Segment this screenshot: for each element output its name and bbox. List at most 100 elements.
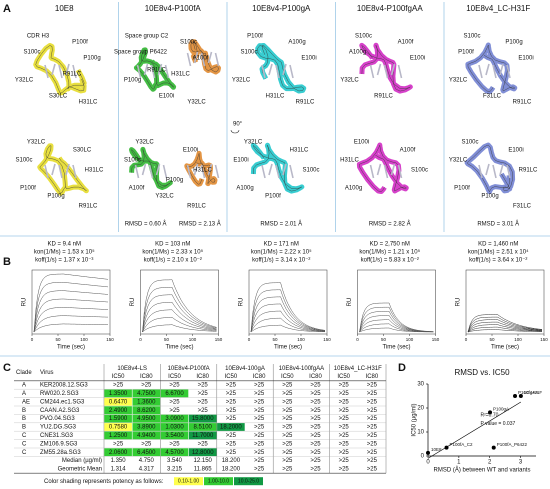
residue-label: S100c xyxy=(463,34,480,40)
x-tick-label: 0 xyxy=(139,337,142,342)
cell-shade xyxy=(132,448,161,457)
cell: >25 xyxy=(367,399,378,405)
cell: >25 xyxy=(367,391,378,397)
side-chain xyxy=(186,164,192,179)
column-title: 10E8 xyxy=(55,4,74,13)
rmsd-label: RMSD = 3.01 Å xyxy=(477,221,519,228)
cell: >25 xyxy=(169,383,180,389)
cell: CAAN.A2.SG3 xyxy=(40,408,80,414)
cell: 4.750 xyxy=(139,458,155,464)
cell-shade xyxy=(160,448,189,457)
side-chain xyxy=(492,64,497,79)
legend-swatch xyxy=(174,477,203,486)
sensorgram-curve xyxy=(250,303,326,333)
residue-label: P100g xyxy=(166,178,183,184)
cell-shade xyxy=(160,389,189,398)
side-chain xyxy=(268,163,273,176)
cell: C xyxy=(22,441,27,447)
cell: ZM55.28a.SG3 xyxy=(40,450,81,456)
cell: 4.9500 xyxy=(137,416,156,422)
cell: B xyxy=(22,416,26,422)
cell: >25 xyxy=(254,416,265,422)
cell-shade xyxy=(132,406,161,415)
x-tick-label: 50 xyxy=(489,337,495,342)
residue-label: Y32LC xyxy=(449,78,468,84)
cell: >25 xyxy=(113,441,124,447)
cell: 1.3600 xyxy=(137,399,156,405)
residue-label: R91LC xyxy=(374,94,393,100)
sensorgram-curve xyxy=(359,302,434,333)
cell: 4.317 xyxy=(139,467,155,473)
x-tick-label: 150 xyxy=(323,337,331,342)
cell: >25 xyxy=(339,450,350,456)
header-cell: Clade xyxy=(16,370,32,376)
cell: >25 xyxy=(141,383,152,389)
side-chain xyxy=(186,52,192,67)
plot-frame xyxy=(248,269,328,335)
legend-text: Color shading represents potency as foll… xyxy=(44,479,164,485)
residue-label: Space group C2 xyxy=(125,34,169,40)
rmsd-label: RMSD = 0.60 Å xyxy=(125,221,167,228)
cell: >25 xyxy=(367,441,378,447)
header-cell: IC80 xyxy=(366,374,379,380)
kinetics-label: kon(1/Ms) = 2.33 x 10⁵ xyxy=(142,249,203,256)
kinetics-label: kon(1/Ms) = 2.51 x 10⁴ xyxy=(468,249,529,256)
sensorgram-curve xyxy=(142,287,217,333)
side-chain xyxy=(164,64,170,79)
residue-label: E100i xyxy=(159,94,174,100)
kinetics-label: KD = 103 nM xyxy=(155,242,190,248)
side-chain xyxy=(162,164,168,179)
cell: >25 xyxy=(339,458,350,464)
point xyxy=(426,450,430,455)
side-chain xyxy=(65,63,70,76)
cell: YU2.DG.SG3 xyxy=(40,425,77,431)
residue-label: A100g xyxy=(349,50,366,56)
residue-label: P100g xyxy=(124,78,141,84)
cell-shade xyxy=(188,431,217,440)
side-chain xyxy=(44,64,49,79)
panel-letter: D xyxy=(398,362,406,374)
panel-letter: C xyxy=(3,362,11,374)
point-label: P100gA xyxy=(493,407,509,412)
residue-label: CDR H3 xyxy=(27,34,50,40)
plot-frame xyxy=(140,269,219,335)
residue-label: E100i xyxy=(354,140,369,146)
sensorgram-curve xyxy=(250,324,326,333)
sensorgram-curve xyxy=(142,309,217,333)
side-chain xyxy=(383,64,389,79)
point xyxy=(513,394,518,398)
residue-label: Y32LC xyxy=(187,100,206,106)
sensorgram-curve xyxy=(250,296,326,333)
side-chain xyxy=(65,163,70,176)
side-chain xyxy=(282,63,287,76)
trend-line xyxy=(427,401,522,459)
ribbon-edge xyxy=(257,45,304,92)
cell: >25 xyxy=(310,433,321,439)
cell: >25 xyxy=(226,450,237,456)
cell: >25 xyxy=(310,467,321,473)
residue-label: E100i xyxy=(233,158,248,164)
cell: 11.7000 xyxy=(192,433,214,439)
y-axis-label: RU xyxy=(239,298,245,307)
side-chain xyxy=(200,52,206,67)
cell: >25 xyxy=(339,383,350,389)
residue-label: R91LC xyxy=(519,168,538,174)
rmsd-label: RMSD = 2.13 Å xyxy=(179,221,221,228)
cell: >25 xyxy=(226,391,237,397)
residue-label: H31LC xyxy=(171,72,190,78)
cell: >25 xyxy=(169,399,180,405)
point xyxy=(444,445,449,450)
side-chain xyxy=(157,63,163,76)
y-tick-label: 30 xyxy=(417,382,424,388)
cell: 3.8900 xyxy=(137,425,156,431)
sensorgram-curve xyxy=(467,329,542,333)
x-axis-label: Time (sec) xyxy=(57,345,85,351)
side-chain xyxy=(499,63,504,76)
cell: >25 xyxy=(141,441,152,447)
cell: 3.0900 xyxy=(165,416,184,422)
header-cell: IC80 xyxy=(253,374,266,380)
side-chain xyxy=(72,64,77,79)
sensorgram-curve xyxy=(33,315,108,333)
cell: 18.200 xyxy=(222,458,241,464)
side-chain xyxy=(150,64,156,79)
